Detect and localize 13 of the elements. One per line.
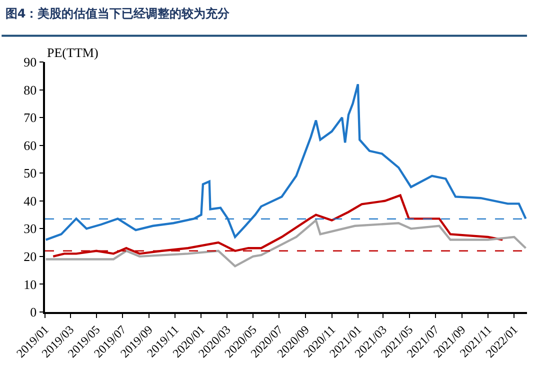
y-tick-label: 10 (24, 276, 37, 292)
y-tick-label: 60 (24, 138, 37, 153)
line-series (45, 219, 527, 268)
y-tick-label: 30 (24, 221, 37, 236)
y-tick-label: 80 (24, 82, 37, 98)
y-axis-title: PE(TTM) (47, 45, 98, 60)
y-tick-label: 40 (24, 193, 37, 208)
y-tick-label: 90 (24, 54, 37, 70)
y-tick-label: 0 (30, 304, 37, 320)
chart-title: 图4：美股的估值当下已经调整的较为充分 (5, 6, 231, 21)
y-tick-label: 50 (24, 166, 37, 181)
y-tick-label: 20 (24, 248, 37, 264)
y-tick-label: 70 (24, 110, 37, 126)
